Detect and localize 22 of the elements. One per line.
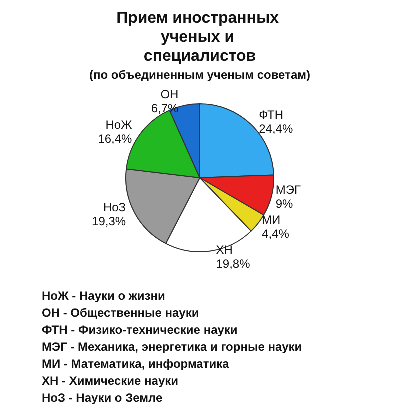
- data-label: 9%: [276, 196, 294, 211]
- slice-label: ФТН: [259, 108, 284, 122]
- slice-label: МИ: [262, 212, 281, 227]
- data-label: 19,8%: [216, 256, 251, 271]
- text: МЭГ - Механика, энергетика и горные науки: [42, 340, 302, 354]
- text: ХН - Химические науки: [42, 374, 178, 388]
- text: МИ - Математика, информатика: [42, 357, 230, 371]
- slice-label: МЭГ: [276, 182, 302, 197]
- slice-label: НоЖ: [106, 118, 132, 132]
- data-label: 24,4%: [259, 122, 294, 136]
- chart-title: Прием иностранных ученых и специалистов: [116, 10, 284, 65]
- text: ОН - Общественные науки: [42, 306, 200, 320]
- text: НоЖ - Науки о жизни: [42, 289, 166, 303]
- data-label: 4,4%: [262, 226, 290, 241]
- text: НоЗ - Науки о Земле: [42, 391, 163, 405]
- slice-label: ОН: [160, 88, 179, 102]
- data-label: 19,3%: [92, 214, 126, 228]
- chart-subtitle: (по объединенным ученым советам): [90, 68, 310, 82]
- slice-label: НоЗ: [103, 200, 126, 214]
- data-label: 16,4%: [98, 132, 133, 146]
- text: ФТН - Физико-технические науки: [42, 323, 238, 337]
- data-label: 6,7%: [151, 102, 180, 116]
